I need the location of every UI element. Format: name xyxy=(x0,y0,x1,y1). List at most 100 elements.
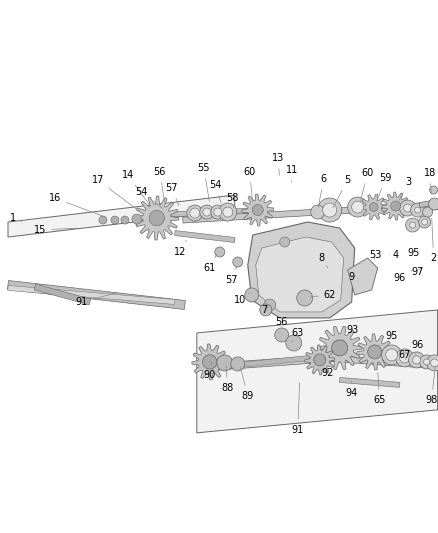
Circle shape xyxy=(99,216,107,224)
Circle shape xyxy=(311,205,325,219)
Polygon shape xyxy=(135,196,179,240)
Polygon shape xyxy=(419,199,438,207)
Text: 61: 61 xyxy=(204,254,216,273)
Circle shape xyxy=(381,345,402,365)
Text: 14: 14 xyxy=(122,170,150,206)
Circle shape xyxy=(217,355,233,371)
Text: 10: 10 xyxy=(233,293,250,305)
Text: 89: 89 xyxy=(240,368,254,401)
Text: 88: 88 xyxy=(222,366,234,393)
Text: 96: 96 xyxy=(411,340,424,355)
Polygon shape xyxy=(8,286,175,304)
Circle shape xyxy=(318,198,342,222)
Polygon shape xyxy=(348,258,378,295)
Text: 53: 53 xyxy=(370,250,382,260)
Circle shape xyxy=(431,359,438,367)
Text: 92: 92 xyxy=(321,362,334,378)
Polygon shape xyxy=(183,202,438,223)
Text: 16: 16 xyxy=(49,193,105,217)
Circle shape xyxy=(200,205,214,219)
Polygon shape xyxy=(318,326,362,369)
Circle shape xyxy=(369,203,378,212)
Circle shape xyxy=(385,349,398,361)
Polygon shape xyxy=(157,207,260,217)
Text: 6: 6 xyxy=(318,174,327,207)
Circle shape xyxy=(399,200,416,216)
Circle shape xyxy=(203,208,211,216)
Text: 98: 98 xyxy=(425,366,438,405)
Text: 91: 91 xyxy=(76,293,117,307)
Text: 12: 12 xyxy=(173,240,187,257)
Circle shape xyxy=(149,211,165,226)
Text: 18: 18 xyxy=(424,168,436,193)
Text: 55: 55 xyxy=(198,163,210,201)
Circle shape xyxy=(264,299,276,311)
Text: 59: 59 xyxy=(377,173,392,201)
Text: 3: 3 xyxy=(399,177,412,200)
Text: 56: 56 xyxy=(276,317,288,333)
Polygon shape xyxy=(339,377,400,387)
Polygon shape xyxy=(325,355,425,368)
Text: 54: 54 xyxy=(136,187,162,208)
Polygon shape xyxy=(256,237,344,312)
Polygon shape xyxy=(34,284,91,305)
Circle shape xyxy=(415,207,420,213)
Polygon shape xyxy=(381,192,410,220)
Text: 62: 62 xyxy=(311,290,336,300)
Circle shape xyxy=(203,355,217,369)
Circle shape xyxy=(420,355,434,369)
Text: 58: 58 xyxy=(226,193,239,208)
Text: 5: 5 xyxy=(333,175,351,207)
Text: 57: 57 xyxy=(226,266,238,285)
Text: 90: 90 xyxy=(204,362,216,380)
Circle shape xyxy=(367,345,381,359)
Circle shape xyxy=(314,354,326,366)
Circle shape xyxy=(423,207,433,217)
Circle shape xyxy=(323,203,337,217)
Circle shape xyxy=(211,205,225,219)
Circle shape xyxy=(203,356,216,368)
Circle shape xyxy=(314,354,325,365)
Text: 57: 57 xyxy=(166,183,179,206)
Circle shape xyxy=(275,328,289,342)
Text: 65: 65 xyxy=(374,373,386,405)
Circle shape xyxy=(409,352,424,368)
Polygon shape xyxy=(7,280,185,310)
Circle shape xyxy=(348,197,367,217)
Polygon shape xyxy=(197,310,438,433)
Text: 2: 2 xyxy=(431,218,437,263)
Polygon shape xyxy=(212,353,350,370)
Text: 17: 17 xyxy=(92,175,140,212)
Circle shape xyxy=(424,359,430,365)
Circle shape xyxy=(422,219,427,225)
Circle shape xyxy=(187,205,203,221)
Text: 67: 67 xyxy=(399,350,411,360)
Text: 8: 8 xyxy=(318,253,328,268)
Polygon shape xyxy=(389,205,438,213)
Circle shape xyxy=(391,201,401,211)
Text: 95: 95 xyxy=(407,248,420,258)
Circle shape xyxy=(419,216,431,228)
Text: 4: 4 xyxy=(390,250,399,260)
Circle shape xyxy=(132,214,142,224)
Circle shape xyxy=(214,208,222,216)
Text: 15: 15 xyxy=(34,225,77,235)
Circle shape xyxy=(410,203,424,217)
Circle shape xyxy=(396,349,413,367)
Text: 91: 91 xyxy=(292,383,304,435)
Text: 56: 56 xyxy=(154,167,166,201)
Polygon shape xyxy=(8,195,235,237)
Circle shape xyxy=(245,288,259,302)
Circle shape xyxy=(399,353,410,363)
Circle shape xyxy=(332,340,347,356)
Polygon shape xyxy=(357,334,392,370)
Circle shape xyxy=(429,198,438,210)
Text: 94: 94 xyxy=(346,381,358,398)
Circle shape xyxy=(111,216,119,224)
Circle shape xyxy=(404,204,412,212)
Polygon shape xyxy=(230,356,310,368)
Circle shape xyxy=(121,216,129,224)
Circle shape xyxy=(369,346,381,358)
Polygon shape xyxy=(248,222,355,318)
Text: 93: 93 xyxy=(343,325,359,340)
